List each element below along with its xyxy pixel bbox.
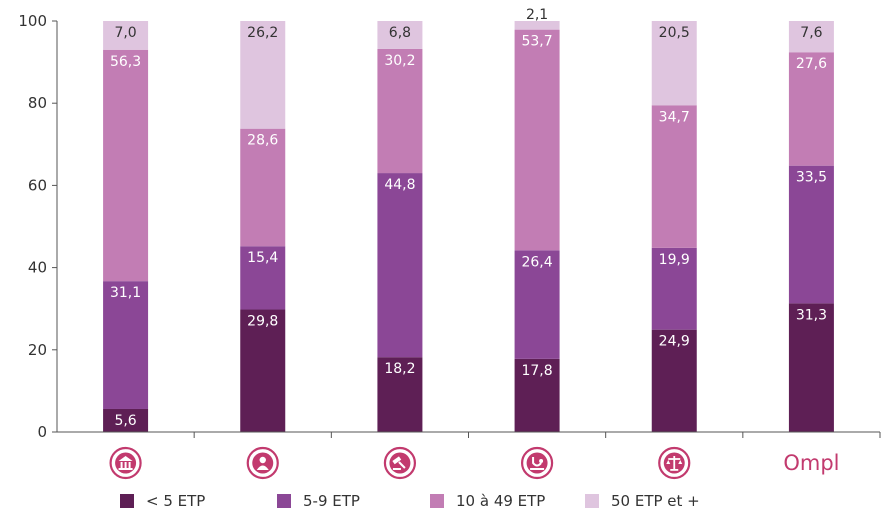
data-label: 6,8 (389, 25, 411, 41)
data-label: 44,8 (384, 177, 415, 193)
legend-label: 50 ETP et + (611, 492, 700, 510)
data-label: 17,8 (521, 363, 552, 379)
ompl-logo-text: Ompl (783, 451, 839, 475)
person-icon (246, 446, 279, 480)
data-label: 2,1 (526, 7, 548, 23)
legend-label: < 5 ETP (146, 492, 206, 510)
bar-segment (240, 128, 286, 247)
bar-segment (788, 52, 834, 166)
data-label: 31,1 (110, 285, 141, 301)
bar-segment (377, 357, 423, 432)
data-label: 53,7 (521, 34, 552, 50)
bar-segment (240, 309, 286, 432)
stethoscope-icon (520, 446, 554, 480)
bar-segment (240, 21, 286, 129)
bar-segment (103, 281, 149, 409)
y-tick-label: 0 (37, 423, 47, 441)
data-label: 7,6 (800, 25, 822, 41)
bar-segment (240, 246, 286, 310)
bank-building-icon (109, 446, 142, 480)
data-label: 33,5 (796, 170, 827, 186)
legend: < 5 ETP 5-9 ETP 10 à 49 ETP 50 ETP et + (0, 492, 882, 514)
data-label: 19,9 (659, 252, 690, 268)
data-label: 20,5 (659, 25, 690, 41)
bar-segment (377, 21, 423, 49)
data-label: 15,4 (247, 250, 278, 266)
bar-segment (788, 21, 834, 53)
scales-icon (658, 446, 691, 480)
legend-swatch (585, 494, 599, 508)
data-label: 7,0 (114, 25, 136, 41)
bar-segment (514, 250, 560, 359)
bar-segment (377, 173, 423, 358)
bar-segment (514, 29, 560, 251)
gavel-icon (383, 446, 417, 480)
bar-segment (377, 48, 423, 174)
data-label: 29,8 (247, 314, 278, 330)
bar-segment (651, 21, 697, 106)
x-axis (57, 431, 881, 438)
bar-segment (514, 21, 560, 30)
legend-label: 5-9 ETP (303, 492, 360, 510)
data-label: 56,3 (110, 54, 141, 70)
data-label: 31,3 (796, 307, 827, 323)
data-label: 18,2 (384, 361, 415, 377)
y-tick-label: 60 (28, 176, 47, 194)
bar-segment (788, 165, 834, 304)
legend-swatch (120, 494, 134, 508)
legend-label: 10 à 49 ETP (456, 492, 546, 510)
y-tick-label: 40 (28, 259, 47, 277)
bar-segment (651, 247, 697, 330)
data-label: 5,6 (114, 413, 136, 429)
legend-item-lt5: < 5 ETP (120, 492, 205, 510)
data-label: 26,2 (247, 25, 278, 41)
bar-segment (651, 329, 697, 432)
bar-segment (103, 49, 149, 282)
stacked-bar-chart: 0 20 40 60 80 100 5,6 31,1 56,3 7,0 29,8 15,4 28,6 2… (18, 7, 881, 480)
bars: 5,6 31,1 56,3 7,0 29,8 15,4 28,6 26,2 18,2 44,8 30… (103, 7, 834, 432)
bar-segment (103, 21, 149, 50)
bar-segment (103, 408, 149, 432)
bar-segment (514, 358, 560, 432)
legend-item-50plus: 50 ETP et + (585, 492, 700, 510)
data-label: 34,7 (659, 109, 690, 125)
data-label: 30,2 (384, 53, 415, 69)
data-label: 28,6 (247, 133, 278, 149)
legend-item-10-49: 10 à 49 ETP (430, 492, 545, 510)
bar-segment (651, 105, 697, 248)
bar-segment (788, 303, 834, 432)
category-icons: Ompl (109, 446, 839, 480)
data-label: 27,6 (796, 56, 827, 72)
data-label: 26,4 (521, 254, 552, 270)
y-tick-label: 80 (28, 94, 47, 112)
legend-item-5-9: 5-9 ETP (277, 492, 360, 510)
y-tick-label: 100 (18, 12, 47, 30)
ompl-logo: Ompl (783, 451, 839, 475)
legend-swatch (430, 494, 444, 508)
legend-swatch (277, 494, 291, 508)
y-tick-label: 20 (28, 341, 47, 359)
data-label: 24,9 (659, 334, 690, 350)
y-axis: 0 20 40 60 80 100 (18, 12, 58, 441)
